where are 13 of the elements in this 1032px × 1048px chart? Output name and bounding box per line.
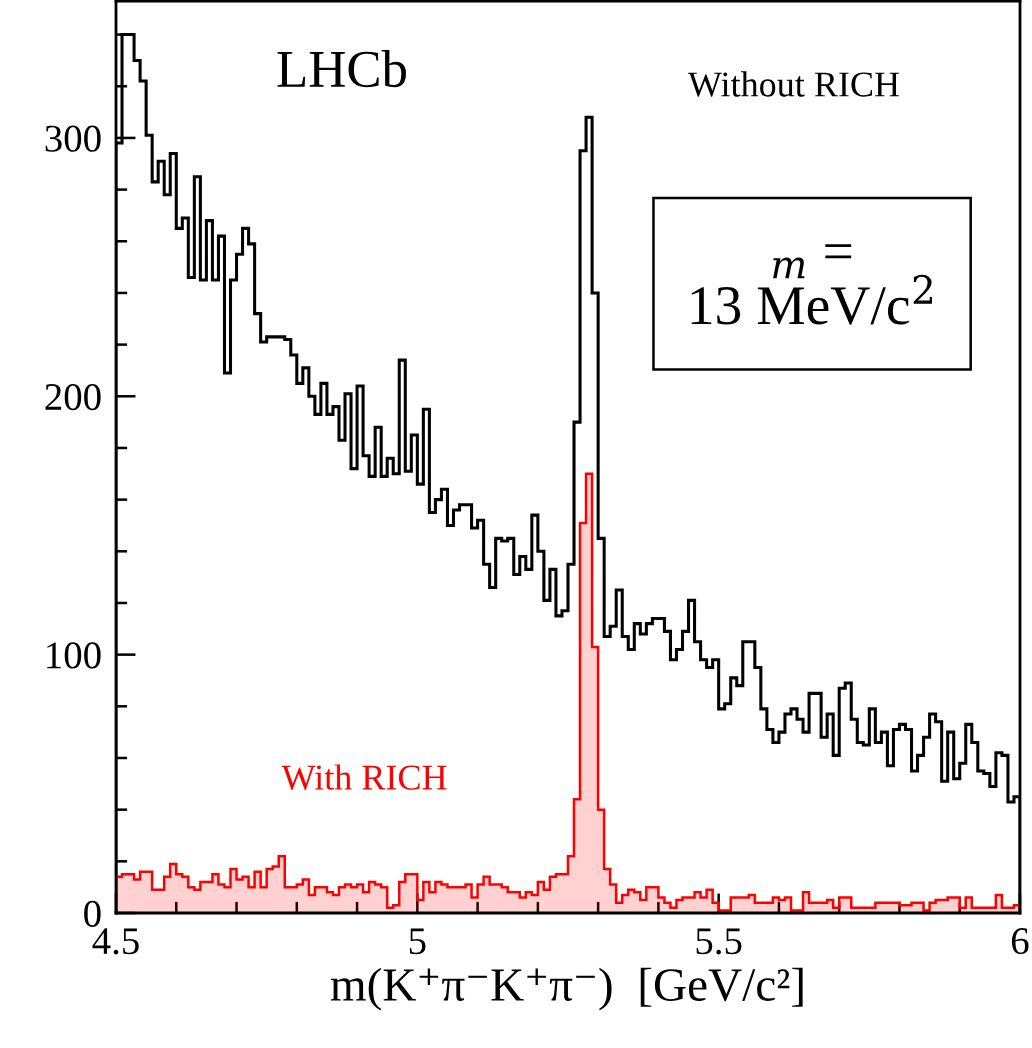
- y-tick-label: 0: [84, 900, 101, 927]
- annotation: $_{m}$ = 13 MeV/c$^{2}$: [691, 244, 932, 325]
- annotation: LHCb: [277, 50, 406, 88]
- y-tick-label: 300: [45, 125, 101, 152]
- series-label: With RICH: [281, 764, 447, 790]
- x-tick-label: 6: [1011, 928, 1029, 955]
- text: Without RICH: [687, 71, 900, 97]
- y-tick-label: 100: [47, 642, 101, 669]
- y-tick-label: 200: [45, 383, 101, 411]
- x-tick-label: 5.5: [696, 928, 742, 955]
- x-tick-label: 5: [409, 928, 426, 955]
- x-tick-label: 4.5: [92, 928, 139, 955]
- x-axis-title: m(K⁺π⁻K⁺π⁻) [GeV/c²]: [330, 967, 803, 1011]
